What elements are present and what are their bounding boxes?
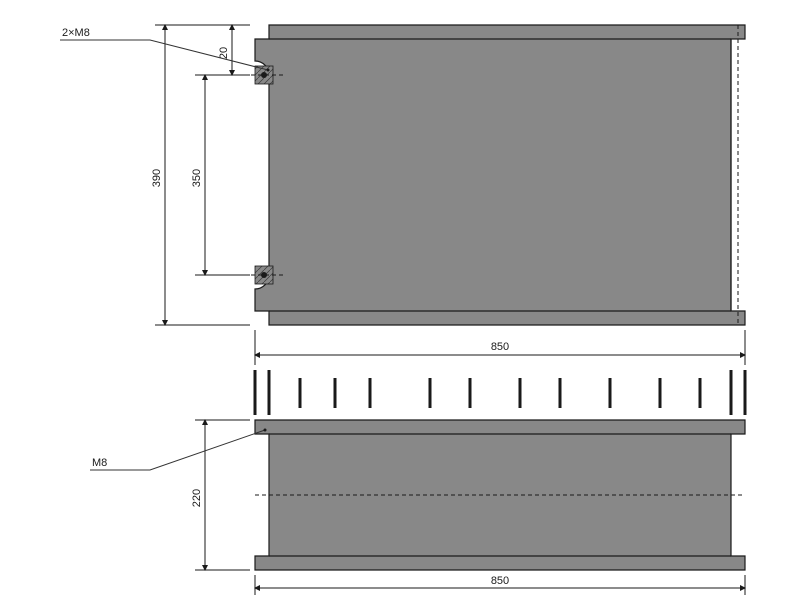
thread-label: M8 bbox=[92, 457, 107, 469]
dim-thread-top: M8 bbox=[90, 429, 267, 471]
dim-depth: 220 bbox=[191, 420, 250, 570]
technical-drawing: 390 350 20 850 2×M8 bbox=[0, 0, 800, 600]
top-view bbox=[255, 420, 745, 570]
dim-width-top-label: 850 bbox=[491, 575, 509, 587]
dim-hole-pitch: 350 bbox=[191, 75, 250, 275]
dim-depth-label: 220 bbox=[191, 489, 203, 507]
thread-count-label: 2×M8 bbox=[62, 27, 90, 39]
dim-width-top: 850 bbox=[255, 575, 745, 595]
projection-lines bbox=[255, 370, 745, 415]
dim-top-offset: 20 bbox=[218, 25, 250, 75]
dim-width: 850 bbox=[255, 330, 745, 365]
dim-width-label: 850 bbox=[491, 341, 509, 353]
front-view bbox=[244, 25, 745, 325]
dim-height-label: 390 bbox=[151, 169, 163, 187]
dim-pitch-label: 350 bbox=[191, 169, 203, 187]
